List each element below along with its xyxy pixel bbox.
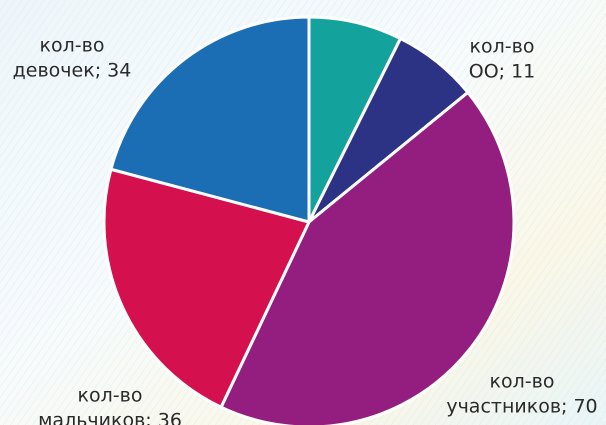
slice-label: кол-во bbox=[490, 371, 555, 393]
pie-slice bbox=[109, 15, 311, 224]
slice-label: мальчиков; 36 bbox=[38, 410, 182, 425]
slice-label: кол-во bbox=[470, 36, 535, 58]
slice-label: девочек; 34 bbox=[13, 60, 132, 82]
slice-label: кол-во bbox=[40, 35, 105, 57]
slice-label: ОО; 11 bbox=[469, 61, 536, 83]
pie-slice bbox=[219, 90, 516, 425]
slice-label: кол-во bbox=[78, 385, 143, 407]
pie-slice bbox=[102, 167, 311, 409]
slice-label: участников; 70 bbox=[446, 396, 597, 418]
